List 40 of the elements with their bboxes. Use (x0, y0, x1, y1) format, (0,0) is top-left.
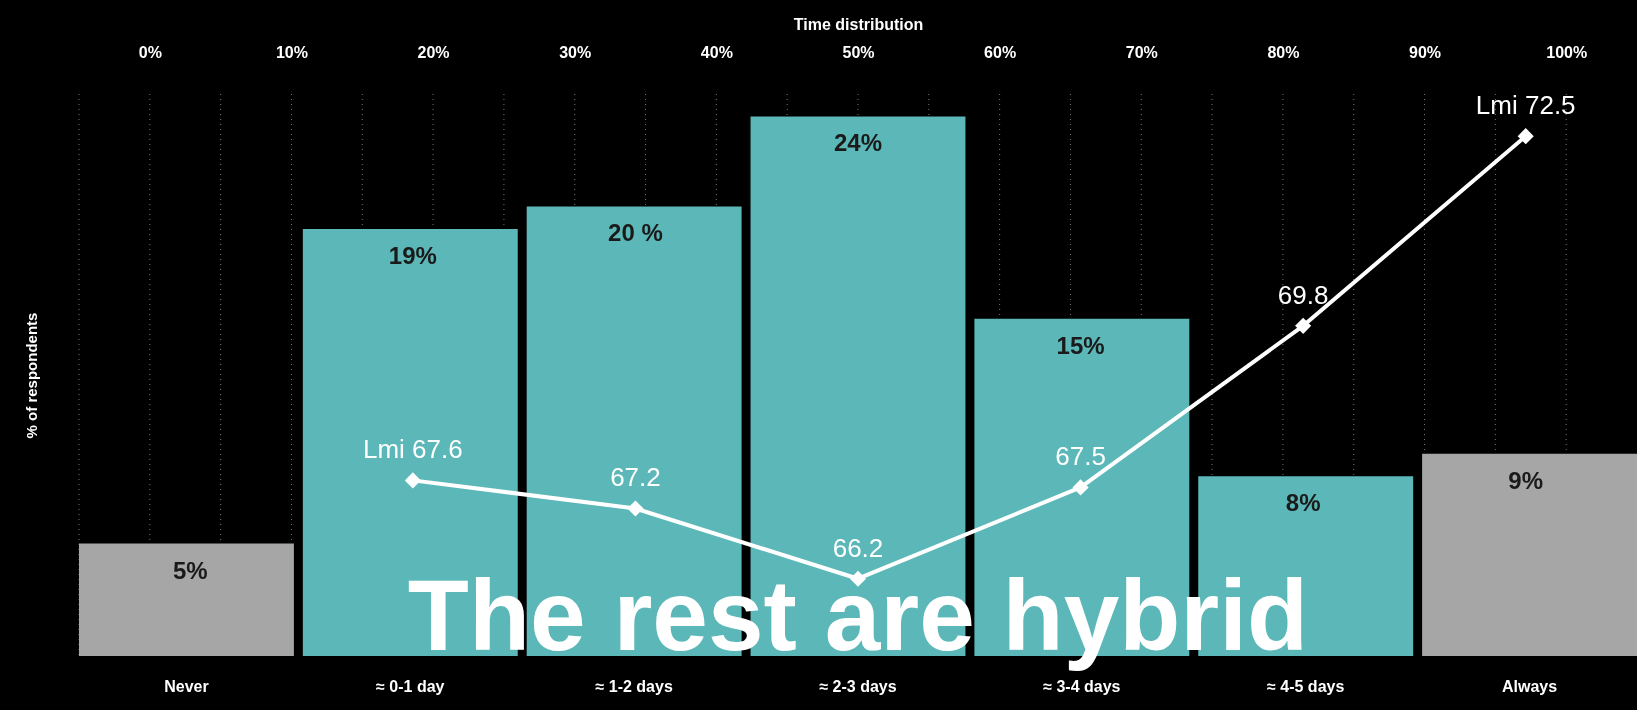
data-label: 5% (172, 556, 208, 584)
point (1295, 317, 1312, 334)
point (627, 500, 644, 517)
x2-tick-label: 50% (842, 43, 875, 61)
x-tick-label: Never (164, 677, 209, 695)
data-label: 67.2 (610, 462, 661, 493)
data-label: Lmi 67.6 (362, 434, 463, 465)
data-label: 8% (1285, 489, 1321, 517)
x-tick-label: Always (1501, 677, 1558, 695)
data-label: 20 % (608, 219, 663, 247)
point (404, 472, 421, 489)
data-label: Lmi 72.5 (1475, 90, 1576, 121)
data-label: 24% (833, 129, 883, 157)
x-tick-label: ≈ 2-3 days (819, 677, 897, 695)
data-label: 66.2 (832, 532, 884, 563)
x-tick-label: ≈ 1-2 days (595, 677, 673, 695)
point (1072, 479, 1089, 496)
point (1517, 128, 1534, 145)
bar (1422, 453, 1637, 656)
x2-tick-label: 0% (138, 43, 162, 61)
x2-tick-label: 10% (275, 43, 308, 61)
data-label: 67.5 (1055, 441, 1106, 472)
x2-tick-label: 30% (559, 43, 592, 61)
x-tick-label: ≈ 3-4 days (1043, 677, 1121, 695)
data-label: 19% (388, 241, 437, 269)
x2-tick-label: 70% (1125, 43, 1158, 61)
x2-tick-label: 80% (1267, 43, 1300, 61)
x2-tick-label: 100% (1546, 43, 1588, 61)
x2-tick-label: 90% (1409, 43, 1442, 61)
x2-tick-label: 40% (700, 43, 733, 61)
data-label: 15% (1056, 331, 1105, 359)
x-tick-label: ≈ 0-1 day (376, 677, 445, 695)
x-tick-label: ≈ 4-5 days (1267, 677, 1345, 695)
x2-tick-label: 20% (417, 43, 450, 61)
data-label: 69.8 (1277, 279, 1329, 310)
y-axis-title: % of respondents (22, 312, 40, 439)
data-label: 9% (1508, 466, 1544, 494)
x2-axis-title: Time distribution (793, 15, 924, 33)
x2-tick-label: 60% (984, 43, 1017, 61)
bar (79, 543, 294, 656)
